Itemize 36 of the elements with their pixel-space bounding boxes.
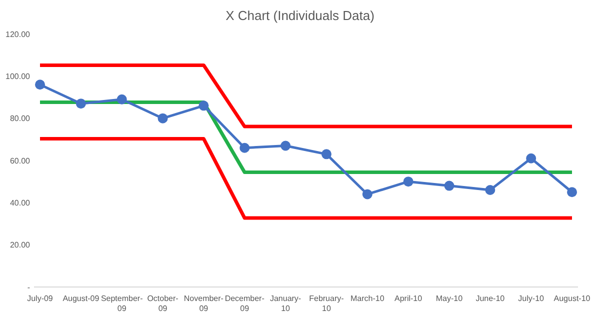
point	[403, 176, 414, 187]
point	[240, 142, 250, 153]
x-tick-label: March-10	[350, 294, 385, 303]
y-tick-label: 40.00	[10, 198, 31, 208]
point	[567, 187, 577, 198]
x-tick-label: August-10	[554, 294, 591, 303]
point	[158, 113, 168, 124]
x-tick-label: April-10	[394, 294, 423, 303]
x-tick-label: January-10	[270, 294, 302, 313]
x-tick-label: May-10	[436, 294, 464, 303]
x-tick-label: September-09	[100, 294, 144, 313]
point	[116, 94, 127, 104]
point	[526, 153, 536, 164]
point	[76, 98, 86, 109]
point	[198, 100, 209, 111]
point	[485, 185, 496, 196]
y-tick-label: 60.00	[10, 156, 31, 166]
y-tick-label: 120.00	[6, 30, 31, 39]
point	[35, 80, 45, 90]
y-tick-label: -	[27, 282, 30, 292]
y-tick-label: 80.00	[10, 114, 31, 124]
y-tick-label: 20.00	[10, 240, 31, 250]
y-tick-label: 100.00	[6, 72, 31, 81]
chart-title: X Chart (Individuals Data)	[226, 8, 374, 23]
x-tick-label: November-09	[184, 294, 224, 313]
point	[280, 140, 291, 151]
x-tick-label: June-10	[476, 294, 506, 303]
x-tick-label: October-09	[147, 294, 179, 313]
x-tick-label: December-09	[224, 294, 265, 313]
x-tick-label: July-09	[27, 294, 54, 303]
point	[362, 189, 372, 200]
x-tick-label: August-09	[62, 294, 100, 303]
x-tick-label: July-10	[518, 294, 545, 303]
point	[321, 149, 332, 160]
x-tick-label: February-10	[309, 294, 344, 313]
point	[444, 180, 454, 191]
